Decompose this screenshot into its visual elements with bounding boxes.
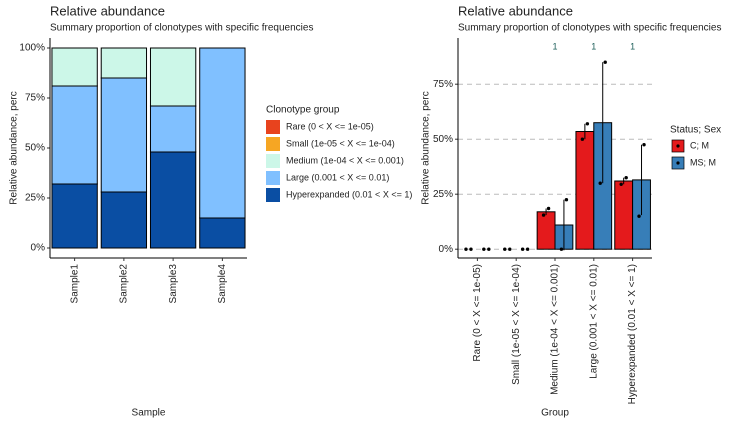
legend-title: Clonotype group <box>266 105 340 116</box>
chart-title: Relative abundance <box>458 3 573 18</box>
data-point <box>619 182 623 186</box>
legend-label: Medium (1e-04 < X <= 0.001) <box>286 155 404 165</box>
bar-segment <box>149 105 197 153</box>
legend-label: Rare (0 < X <= 1e-05) <box>286 121 374 131</box>
legend-label: Hyperexpanded (0.01 < X <= 1) <box>286 189 412 199</box>
bar-segment <box>199 217 246 249</box>
bar-segment <box>149 47 197 107</box>
x-axis-label: Sample <box>132 408 166 419</box>
bar-segment <box>199 47 246 219</box>
x-tick-label: Sample3 <box>168 264 179 304</box>
y-tick-label: 50% <box>433 134 453 145</box>
legend-label: MS; M <box>690 157 716 167</box>
legend-label: C; M <box>690 140 709 150</box>
data-point <box>525 247 530 251</box>
x-tick-label: Medium (1e-04 < X <= 0.001) <box>550 264 561 395</box>
data-point <box>598 181 602 185</box>
bar-segment <box>100 191 148 249</box>
data-point <box>464 247 468 251</box>
bar-segment <box>100 47 148 79</box>
legend-label: Large (0.001 < X <= 0.01) <box>286 172 389 182</box>
legend-key <box>266 120 280 134</box>
bar <box>575 131 595 250</box>
y-tick-label: 0% <box>439 244 454 255</box>
y-tick-label: 25% <box>433 189 453 200</box>
data-point <box>580 137 585 141</box>
y-axis-label: Relative abundance, perc <box>421 91 432 204</box>
bar-segment <box>51 183 98 249</box>
y-tick-label: 100% <box>19 43 45 54</box>
x-tick-label: Sample2 <box>119 264 130 304</box>
data-point <box>624 176 628 180</box>
y-axis-label: Relative abundance, perc <box>9 91 20 204</box>
x-tick-label: Rare (0 < X <= 1e-05) <box>472 264 483 362</box>
y-tick-label: 0% <box>31 243 46 254</box>
chart-subtitle: Summary proportion of clonotypes with sp… <box>458 23 721 34</box>
data-point <box>546 206 551 211</box>
legend-dot <box>676 161 680 165</box>
data-point <box>642 143 646 147</box>
data-point <box>520 247 525 251</box>
y-tick-label: 50% <box>25 143 45 154</box>
bar-segment <box>149 151 197 249</box>
data-point <box>469 247 473 251</box>
legend-dot <box>676 144 680 148</box>
x-tick-label: Sample1 <box>69 264 80 304</box>
legend-label: Small (1e-05 < X <= 1e-04) <box>286 138 395 148</box>
y-tick-label: 75% <box>25 93 45 104</box>
legend-key <box>266 188 280 202</box>
legend-title: Status; Sex <box>670 125 721 136</box>
p-value: 1 <box>630 41 635 51</box>
x-tick-label: Sample4 <box>217 264 228 304</box>
chart-title: Relative abundance <box>50 3 165 18</box>
chart-subtitle: Summary proportion of clonotypes with sp… <box>50 23 313 34</box>
data-point <box>541 213 546 217</box>
p-value: 1 <box>552 41 557 51</box>
legend-key <box>266 171 280 185</box>
data-point <box>559 247 564 251</box>
y-tick-label: 75% <box>433 79 453 90</box>
data-point <box>637 214 641 218</box>
x-tick-label: Hyperexpanded (0.01 < X <= 1) <box>627 264 638 404</box>
x-axis-label: Group <box>541 408 569 419</box>
legend-key <box>266 154 280 168</box>
legend-key <box>266 137 280 151</box>
bar-segment <box>51 85 98 185</box>
x-tick-label: Large (0.001 < X <= 0.01) <box>588 264 599 379</box>
data-point <box>508 247 512 251</box>
x-tick-label: Small (1e-05 < X <= 1e-04) <box>511 264 522 385</box>
data-point <box>585 122 590 126</box>
bar-segment <box>100 77 148 193</box>
bar <box>614 180 634 250</box>
bar-segment <box>51 47 98 87</box>
data-point <box>603 60 607 64</box>
data-point <box>482 247 486 251</box>
data-point <box>487 247 491 251</box>
p-value: 1 <box>591 41 596 51</box>
data-point <box>503 247 507 251</box>
bar <box>536 211 556 250</box>
y-tick-label: 25% <box>25 193 45 204</box>
data-point <box>564 198 569 202</box>
